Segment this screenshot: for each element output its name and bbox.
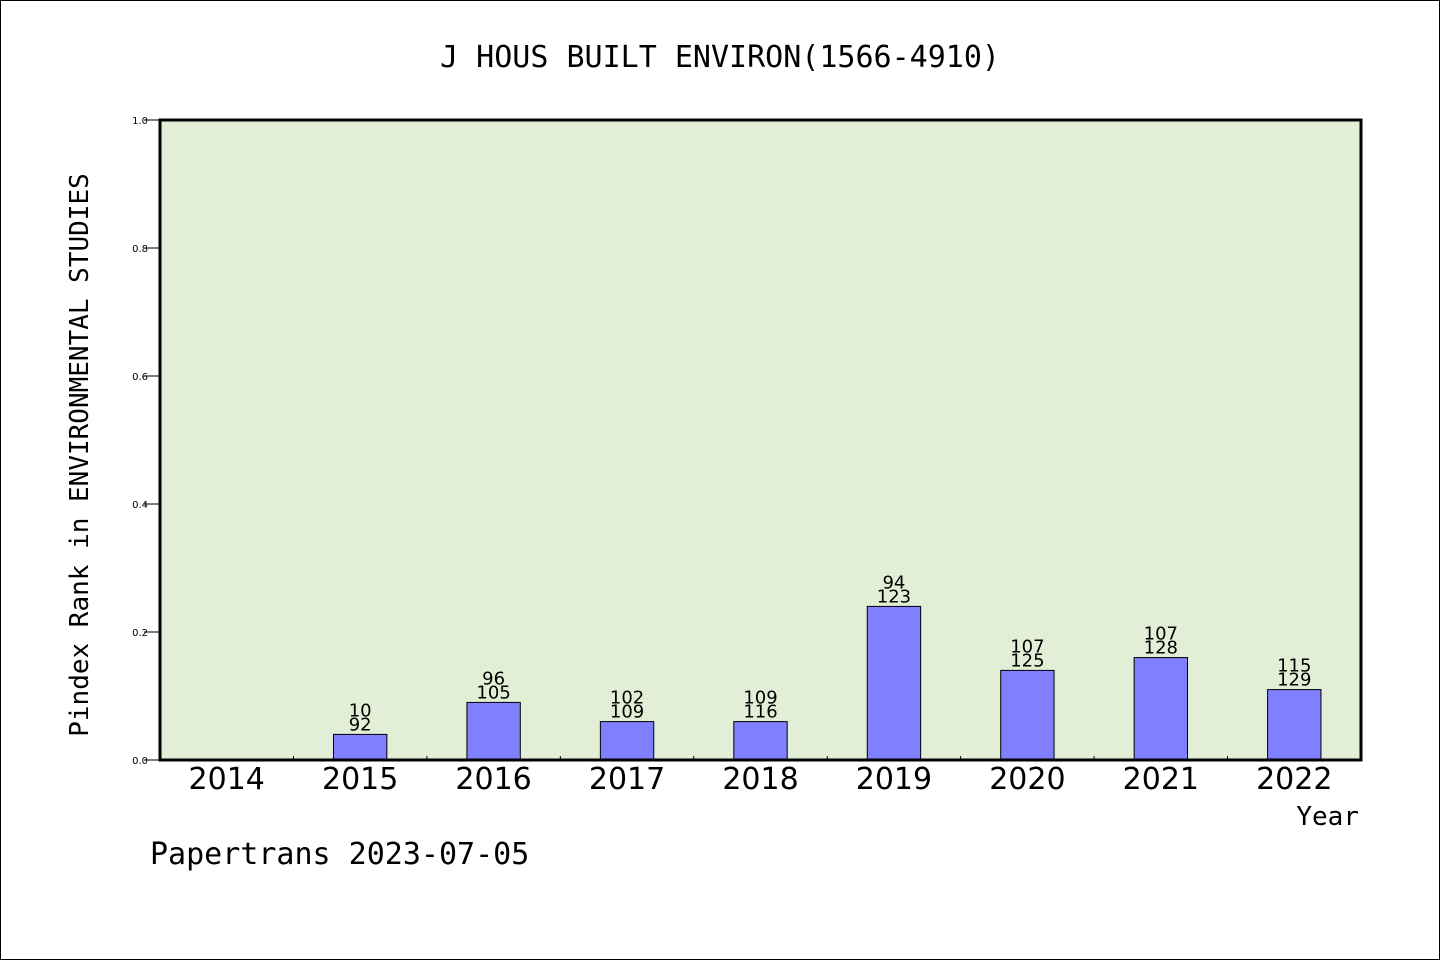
bar-label-bottom: 92 bbox=[349, 714, 372, 735]
bar-label-top: 94 bbox=[882, 572, 905, 593]
x-tick-label: 2021 bbox=[1123, 762, 1199, 797]
x-tick-label: 2014 bbox=[189, 762, 265, 797]
x-tick-label: 2019 bbox=[856, 762, 932, 797]
y-tick-label: 0.8 bbox=[132, 244, 148, 255]
bar-2015 bbox=[332, 733, 388, 761]
y-tick-label: 1.0 bbox=[132, 116, 148, 127]
y-axis: 0.0 0.2 0.4 0.6 0.8 1.0 bbox=[132, 116, 160, 767]
bar-label-bottom: 116 bbox=[743, 702, 777, 723]
bar-label-top: 96 bbox=[482, 668, 505, 689]
bar-label-top: 107 bbox=[1010, 636, 1044, 657]
bar-label-top: 115 bbox=[1277, 656, 1311, 677]
plot-area bbox=[160, 120, 1361, 760]
x-tick-label: 2018 bbox=[722, 762, 798, 797]
x-tick-label: 2017 bbox=[589, 762, 665, 797]
x-axis: 2014 2015 2016 2017 2018 2019 2020 2021 2022 bbox=[189, 756, 1332, 797]
x-tick-label: 2022 bbox=[1256, 762, 1332, 797]
y-axis-label: Pindex Rank in ENVIRONMENTAL STUDIES bbox=[65, 173, 95, 737]
y-tick-label: 0.6 bbox=[132, 372, 148, 383]
x-tick-label: 2015 bbox=[322, 762, 398, 797]
bar-label-top: 107 bbox=[1144, 624, 1178, 645]
bar-label-top: 109 bbox=[743, 688, 777, 709]
x-tick-label: 2016 bbox=[455, 762, 531, 797]
bar-label-bottom: 125 bbox=[1010, 650, 1044, 671]
x-tick-label: 2020 bbox=[989, 762, 1065, 797]
bar-label-bottom: 109 bbox=[610, 702, 644, 723]
x-axis-label: Year bbox=[1296, 802, 1359, 832]
bar-label-bottom: 105 bbox=[476, 682, 510, 703]
bar-label-bottom: 129 bbox=[1277, 670, 1311, 691]
bar-label-bottom: 123 bbox=[877, 586, 911, 607]
bar-2018 bbox=[733, 721, 788, 761]
bar-2017 bbox=[599, 721, 655, 761]
bar-2022 bbox=[1267, 689, 1322, 761]
bar-2020 bbox=[1000, 669, 1055, 761]
bar-label-bottom: 128 bbox=[1144, 638, 1178, 659]
bar-label-top: 10 bbox=[349, 700, 372, 721]
y-tick-label: 0.0 bbox=[132, 756, 148, 767]
y-tick-label: 0.2 bbox=[132, 628, 148, 639]
bar-2019 bbox=[866, 605, 922, 761]
y-tick-label: 0.4 bbox=[132, 500, 148, 511]
chart-title: J HOUS BUILT ENVIRON(1566-4910) bbox=[440, 40, 1000, 75]
bar-2021 bbox=[1133, 657, 1189, 761]
plot-border bbox=[158, 118, 1363, 762]
bar-2016 bbox=[466, 701, 521, 761]
footer-text: Papertrans 2023-07-05 bbox=[150, 837, 529, 872]
bar-label-top: 102 bbox=[610, 688, 644, 709]
